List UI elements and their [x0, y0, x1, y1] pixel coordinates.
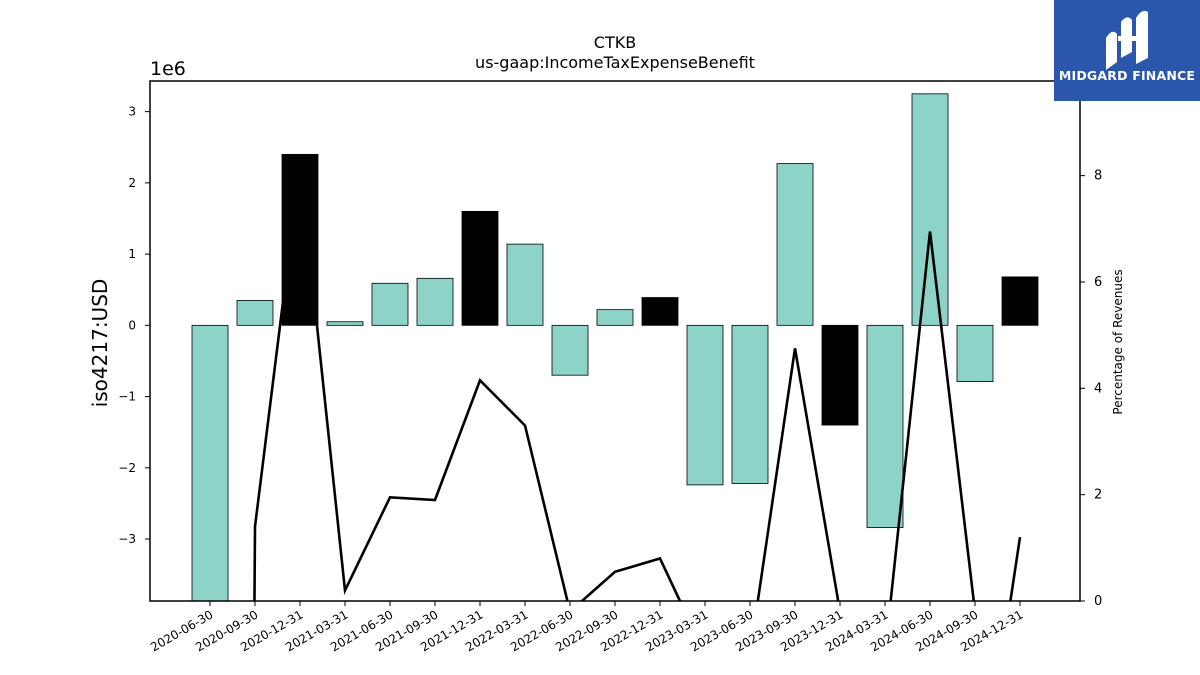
- logo-text: MIDGARD FINANCE: [1058, 68, 1196, 83]
- y-tick-label: 3: [128, 105, 136, 119]
- bar-2022-09-30: [596, 309, 634, 326]
- y2-axis-label: Percentage of Revenues: [1111, 269, 1125, 414]
- y-tick-label: 1: [128, 247, 136, 261]
- bar-2021-09-30: [416, 277, 454, 326]
- logo: MIDGARD FINANCE: [1054, 0, 1200, 101]
- y-offset-label: 1e6: [150, 58, 186, 80]
- bar-2023-06-30: [731, 324, 769, 484]
- bar-2024-06-30: [911, 93, 949, 326]
- y2-tick-label: 0: [1094, 594, 1102, 609]
- chart-subtitle: us-gaap:IncomeTaxExpenseBenefit: [475, 53, 755, 72]
- percentage-line-path: [253, 164, 1022, 601]
- bars: [191, 93, 1039, 601]
- bar-2020-06-30: [191, 324, 229, 601]
- bar-2022-03-31: [506, 243, 544, 326]
- y2-tick-label: 8: [1094, 169, 1102, 184]
- bar-2022-06-30: [551, 324, 589, 376]
- bar-2024-03-31: [866, 324, 904, 529]
- y-tick-label: 0: [128, 318, 136, 332]
- bar-2021-03-31: [326, 321, 364, 326]
- y2-tick-label: 4: [1094, 381, 1102, 396]
- percentage-line: [253, 164, 1022, 601]
- axes: −3−2−10123024682020-06-302020-09-302020-…: [118, 80, 1102, 654]
- bar-2024-12-31: [1001, 276, 1039, 326]
- y2-tick-label: 6: [1094, 275, 1102, 290]
- bar-2021-06-30: [371, 282, 409, 326]
- bar-2020-12-31: [281, 153, 319, 326]
- y-tick-label: −1: [118, 390, 136, 404]
- bar-2020-09-30: [236, 299, 274, 326]
- bar-2023-12-31: [821, 324, 859, 426]
- y-tick-label: −3: [118, 532, 136, 546]
- bar-2023-03-31: [686, 324, 724, 486]
- bar-2024-09-30: [956, 324, 994, 383]
- chart-title: CTKB: [594, 33, 636, 52]
- bar-2022-12-31: [641, 297, 679, 326]
- bar-2021-12-31: [461, 210, 499, 326]
- y2-tick-label: 2: [1094, 488, 1102, 503]
- y-tick-label: −2: [118, 461, 136, 475]
- bar-2023-09-30: [776, 163, 814, 326]
- midgard-logo-icon: [1106, 10, 1148, 70]
- y-tick-label: 2: [128, 176, 136, 190]
- y-axis-label: iso4217:USD: [88, 279, 112, 408]
